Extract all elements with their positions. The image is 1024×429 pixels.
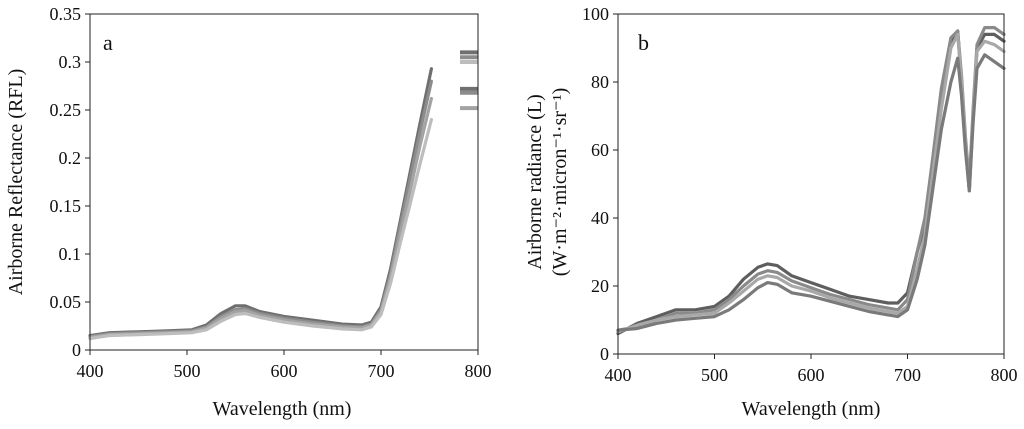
panel-a-edge-marks <box>460 50 478 111</box>
panel-b-series <box>616 26 1006 336</box>
panel-b-y-tick-label: 60 <box>591 140 609 160</box>
panel-b-x-tick-label: 600 <box>798 365 825 385</box>
panel-a-x-tick-label: 500 <box>174 361 201 381</box>
panel-a-plot-frame <box>89 13 479 351</box>
panel-b-y-axis-label-line2: (W·m⁻²·micron⁻¹·sr⁻¹) <box>549 88 571 277</box>
panel-a-y-tick-label: 0.05 <box>50 292 82 312</box>
panel-a-y-tick-label: 0.25 <box>50 100 82 120</box>
panel-b-y-tick-label: 20 <box>591 276 609 296</box>
panel-a-series-line-4 <box>88 117 433 341</box>
panel-b: 400 500 600 700 800 0 20 40 60 80 100 b Wavelengt… <box>524 4 1018 420</box>
panel-b-series-line-4 <box>616 53 1006 332</box>
panel-b-y-tick-label: 100 <box>582 4 609 24</box>
panel-a-x-tick-label: 700 <box>368 361 395 381</box>
panel-b-x-tick-label: 500 <box>701 365 728 385</box>
panel-a-y-tick-label: 0.35 <box>50 4 82 24</box>
panel-a-x-tick-label: 400 <box>77 361 104 381</box>
panel-b-x-tick-label: 700 <box>894 365 921 385</box>
panel-a-x-ticks: 400 500 600 700 800 <box>77 350 492 381</box>
panel-a-series <box>88 67 433 341</box>
panel-a-x-axis-label: Wavelength (nm) <box>213 398 352 420</box>
panel-b-x-ticks: 400 500 600 700 800 <box>605 354 1018 385</box>
panel-a-y-ticks: 0 0.05 0.1 0.15 0.2 0.25 0.3 0.35 <box>50 4 90 360</box>
panel-b-x-tick-label: 400 <box>605 365 632 385</box>
panel-a-series-line-2 <box>88 79 433 339</box>
panel-b-y-ticks: 0 20 40 60 80 100 <box>582 4 618 364</box>
panel-a-y-tick-label: 0.2 <box>59 148 82 168</box>
panel-b-y-tick-label: 80 <box>591 72 609 92</box>
panel-b-x-axis-label: Wavelength (nm) <box>742 398 881 420</box>
panel-b-x-tick-label: 800 <box>991 365 1018 385</box>
panel-a: 400 500 600 700 800 0 0.05 0.1 0.15 0.2 0.25 0.3 0.… <box>5 4 492 420</box>
panel-a-series-line-3 <box>88 96 433 340</box>
panel-a-x-tick-label: 600 <box>271 361 298 381</box>
panel-a-label: a <box>103 30 113 55</box>
panel-b-y-axis-label-line1: Airborne radiance (L) <box>524 94 546 269</box>
panel-b-y-tick-label: 40 <box>591 208 609 228</box>
panel-a-y-tick-label: 0.15 <box>50 196 82 216</box>
panel-a-y-tick-label: 0 <box>72 340 81 360</box>
panel-a-y-axis-label: Airborne Reflectance (RFL) <box>5 69 27 296</box>
panel-a-x-tick-label: 800 <box>465 361 492 381</box>
panel-b-y-tick-label: 0 <box>600 344 609 364</box>
panel-b-label: b <box>638 30 649 55</box>
panel-a-series-line-1 <box>88 67 433 338</box>
panel-a-y-tick-label: 0.3 <box>59 52 82 72</box>
panel-a-y-tick-label: 0.1 <box>59 244 82 264</box>
